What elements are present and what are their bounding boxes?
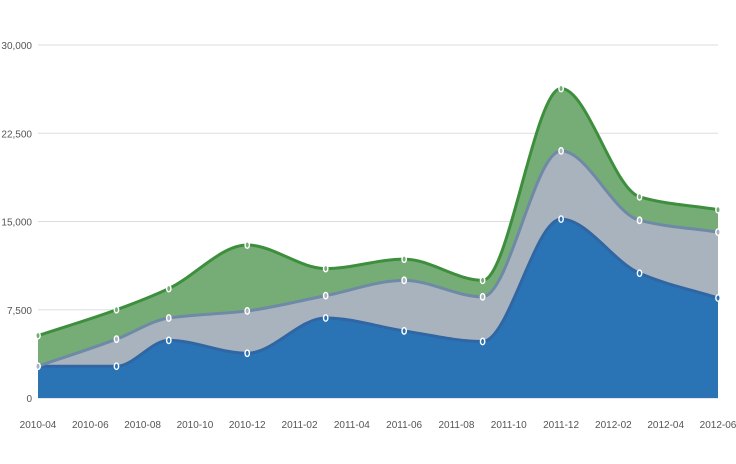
x-tick-label: 2011-08 [438, 420, 474, 431]
data-point[interactable] [165, 336, 172, 345]
y-tick-label: 15,000 [1, 218, 32, 229]
data-point[interactable] [244, 307, 251, 315]
data-point[interactable] [322, 314, 329, 322]
y-tick-label: 30,000 [1, 41, 32, 52]
data-point[interactable] [479, 292, 486, 301]
x-tick-label: 2011-02 [282, 420, 318, 431]
data-point[interactable] [636, 192, 643, 201]
data-point[interactable] [401, 327, 408, 335]
y-tick-label: 0 [26, 394, 32, 405]
y-axis-tick-labels: 0 7,500 15,000 22,500 30,000 [1, 41, 32, 405]
data-point[interactable] [636, 269, 643, 278]
data-point[interactable] [636, 216, 643, 225]
data-point[interactable] [558, 84, 564, 93]
x-tick-label: 2011-10 [491, 420, 527, 431]
data-point[interactable] [401, 255, 408, 264]
data-point[interactable] [244, 349, 251, 358]
data-point[interactable] [165, 314, 172, 322]
data-point[interactable] [165, 284, 172, 293]
data-point[interactable] [113, 305, 120, 314]
series-area-1 [38, 219, 718, 398]
x-tick-label: 2010-06 [72, 420, 109, 431]
x-tick-label: 2011-06 [386, 420, 422, 431]
data-point[interactable] [558, 146, 564, 155]
x-tick-label: 2010-04 [20, 420, 57, 431]
x-tick-label: 2010-10 [177, 420, 214, 431]
x-tick-label: 2011-12 [543, 420, 579, 431]
data-point[interactable] [715, 205, 721, 214]
data-point[interactable] [558, 215, 564, 224]
series-line-1 [37, 217, 719, 368]
data-point[interactable] [715, 228, 721, 236]
data-point[interactable] [322, 291, 329, 300]
data-point[interactable] [113, 362, 120, 371]
y-tick-label: 7,500 [7, 306, 32, 317]
data-point[interactable] [113, 335, 120, 344]
data-point[interactable] [35, 362, 41, 371]
x-tick-label: 2012-06 [700, 420, 736, 431]
series-areas [38, 88, 718, 398]
series-points [35, 84, 721, 371]
x-tick-label: 2010-12 [229, 420, 266, 431]
y-tick-label: 22,500 [1, 129, 32, 140]
data-point[interactable] [322, 264, 329, 273]
x-axis-tick-labels: 2010-04 2010-06 2010-08 2010-10 2010-12 2011-… [20, 420, 736, 431]
data-point[interactable] [479, 276, 486, 285]
data-point[interactable] [479, 337, 486, 346]
x-tick-label: 2010-08 [124, 420, 161, 431]
data-point[interactable] [244, 241, 251, 249]
data-point[interactable] [715, 294, 721, 302]
data-point[interactable] [401, 276, 408, 285]
x-tick-label: 2011-04 [334, 420, 370, 431]
data-point[interactable] [35, 331, 41, 340]
x-tick-label: 2012-02 [595, 420, 632, 431]
x-tick-label: 2012-04 [647, 420, 684, 431]
